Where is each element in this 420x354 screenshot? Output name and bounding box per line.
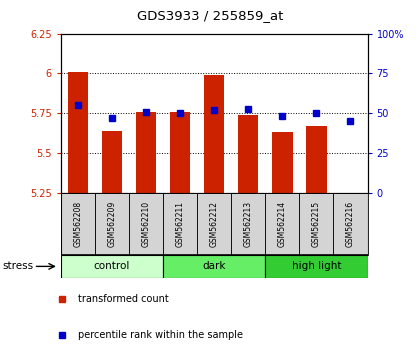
Bar [231, 193, 265, 255]
Text: GSM562215: GSM562215 [312, 201, 321, 247]
Bar [197, 193, 231, 255]
Bar [163, 255, 265, 278]
Text: GSM562213: GSM562213 [244, 201, 253, 247]
Bar [136, 112, 156, 193]
Bar [265, 193, 299, 255]
Bar [306, 126, 327, 193]
Text: transformed count: transformed count [78, 294, 168, 304]
Bar [95, 193, 129, 255]
Bar [61, 193, 95, 255]
Text: GSM562209: GSM562209 [108, 201, 116, 247]
Text: stress: stress [2, 261, 33, 272]
Text: GSM562212: GSM562212 [210, 201, 219, 247]
Text: GDS3933 / 255859_at: GDS3933 / 255859_at [137, 10, 283, 22]
Text: high light: high light [291, 261, 341, 272]
Text: GSM562214: GSM562214 [278, 201, 287, 247]
Text: dark: dark [202, 261, 226, 272]
Bar [163, 193, 197, 255]
Bar [272, 132, 293, 193]
Bar [238, 115, 258, 193]
Bar [299, 193, 333, 255]
Bar [102, 131, 122, 193]
Bar [204, 75, 224, 193]
Bar [170, 112, 190, 193]
Text: control: control [94, 261, 130, 272]
Text: GSM562216: GSM562216 [346, 201, 355, 247]
Bar [265, 255, 368, 278]
Text: GSM562210: GSM562210 [142, 201, 150, 247]
Text: GSM562208: GSM562208 [74, 201, 82, 247]
Text: GSM562211: GSM562211 [176, 201, 185, 247]
Bar [61, 255, 163, 278]
Text: percentile rank within the sample: percentile rank within the sample [78, 330, 243, 339]
Bar [68, 72, 88, 193]
Bar [333, 193, 368, 255]
Bar [129, 193, 163, 255]
